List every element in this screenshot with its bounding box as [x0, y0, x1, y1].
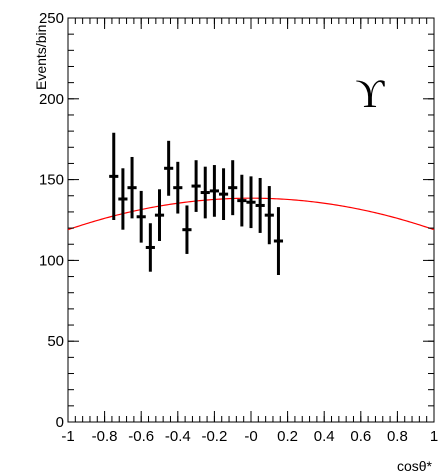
data-point	[273, 207, 284, 275]
data-point	[264, 186, 274, 245]
ticks-layer: -1 -0.8 -0.6 -0.4 -0.2 -0 0.2 0.4 0.6 0.8 1 0 50 100 1…	[39, 10, 438, 445]
x-axis-title: cosθ*	[397, 458, 433, 474]
x-tick-label: 1	[430, 428, 438, 445]
data-point	[109, 132, 119, 220]
x-tick-label: -1	[61, 428, 74, 445]
data-point	[182, 205, 192, 254]
y-tick-label: 200	[39, 91, 64, 108]
data-point	[218, 168, 229, 220]
data-point	[154, 189, 165, 242]
x-tick-label: -0	[244, 428, 257, 445]
x-tick-label: -0.2	[201, 428, 227, 445]
data-point	[228, 160, 238, 216]
x-tick-label: -0.6	[128, 428, 154, 445]
y-axis-title: Events/bin	[33, 25, 49, 90]
data-point	[136, 190, 146, 243]
data-point	[191, 160, 201, 212]
x-tick-label: 0.6	[350, 428, 371, 445]
x-tick-label: 0.2	[277, 428, 298, 445]
data-point	[164, 140, 174, 196]
data-point	[200, 166, 210, 219]
data-point	[173, 161, 183, 214]
y-tick-label: 250	[39, 10, 64, 27]
y-tick-label: 0	[56, 414, 64, 431]
data-points-layer	[109, 132, 284, 275]
data-point	[237, 174, 247, 227]
x-tick-label: 0.4	[314, 428, 335, 445]
data-point	[145, 223, 155, 272]
x-tick-label: -0.4	[165, 428, 191, 445]
x-tick-label: 0.8	[387, 428, 408, 445]
upsilon-annotation: ϒ	[356, 71, 386, 116]
x-tick-label: -0.8	[92, 428, 118, 445]
y-tick-label: 100	[39, 252, 64, 269]
data-point	[118, 168, 128, 230]
data-point	[255, 177, 265, 233]
data-point	[209, 165, 219, 217]
y-tick-label: 150	[39, 172, 64, 189]
y-tick-label: 50	[47, 333, 64, 350]
data-point	[246, 176, 256, 229]
data-point	[127, 156, 137, 219]
